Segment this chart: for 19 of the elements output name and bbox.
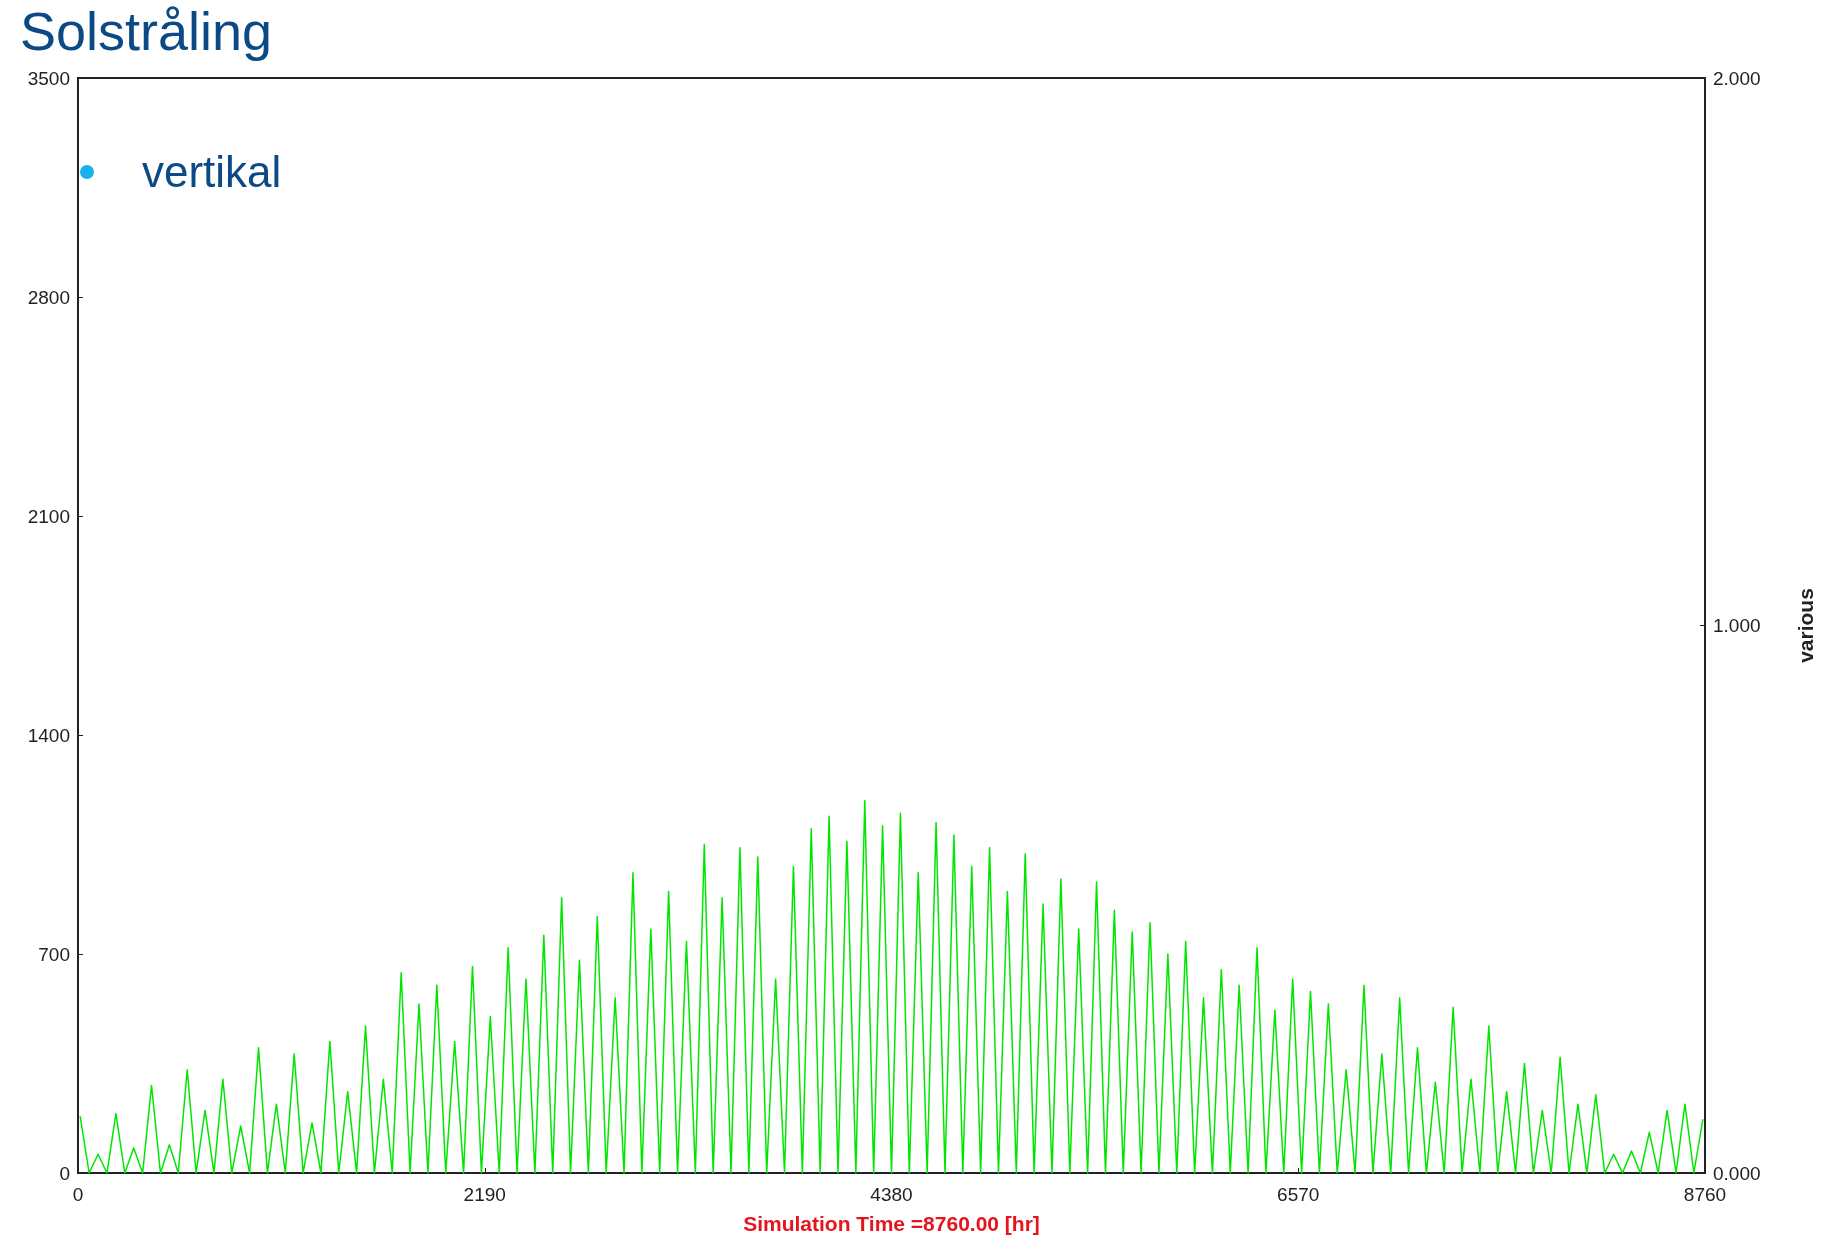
y2-tick-label: 1.000 — [1713, 615, 1761, 636]
y-tick-label: 2100 — [27, 505, 70, 527]
y-tick-label: 2800 — [27, 286, 70, 308]
chart-title: Solstråling — [20, 1, 273, 61]
y-tick-label: 700 — [38, 943, 70, 965]
x-tick-label: 4380 — [870, 1184, 913, 1205]
y-tick-label: 3500 — [27, 67, 70, 89]
y2-tick-label: 0.000 — [1713, 1162, 1761, 1184]
x-axis-title: Simulation Time =8760.00 [hr] — [743, 1212, 1040, 1235]
y-tick-label: 0 — [59, 1162, 70, 1184]
y-tick-label: 1400 — [27, 724, 70, 746]
x-tick-label: 6570 — [1277, 1184, 1320, 1205]
x-tick-label: 0 — [72, 1184, 84, 1205]
y2-axis-title: various — [1794, 588, 1817, 663]
line-series — [79, 799, 1704, 1174]
annotation: vertikal — [142, 147, 282, 196]
x-tick-label: 8760 — [1683, 1184, 1727, 1205]
y2-tick-label: 2.000 — [1713, 67, 1761, 89]
x-tick-label: 2190 — [463, 1184, 506, 1205]
